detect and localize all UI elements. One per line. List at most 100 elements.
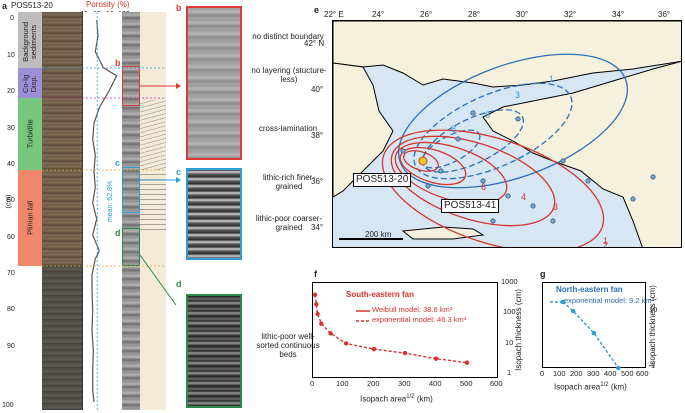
lat-tick: 42° N	[304, 39, 325, 48]
legend-label: Weibull model: 38.6 km³	[372, 305, 453, 314]
sample-site	[400, 148, 406, 154]
panel-f-xticks: 0 100 200 300 400 500 600	[310, 379, 503, 390]
arrow-c	[176, 177, 181, 183]
se-isopach	[390, 135, 556, 227]
panel-a-letter: a	[2, 1, 8, 11]
sample-site	[438, 168, 444, 174]
lon-tick: 30°	[516, 10, 529, 19]
x-tick: 100	[553, 369, 566, 378]
x-tick: 500	[621, 369, 634, 378]
model-fit-line	[314, 294, 468, 364]
se-isopach-label: 2	[603, 240, 609, 248]
se-isopach-label: 3	[553, 202, 559, 212]
porosity-curve-plot	[91, 12, 118, 410]
unit-turbidite: Turbidite	[18, 98, 42, 170]
x-tick: 400	[604, 369, 617, 378]
mark-d-letter: d	[115, 228, 121, 238]
data-point	[319, 321, 324, 326]
core-name: POS513-20	[11, 1, 53, 10]
panel-f-plot	[312, 282, 498, 378]
porosity-axis-title: Porosity (%)	[86, 0, 130, 9]
depth-tick: 90	[7, 343, 15, 350]
y-tick: 1	[507, 368, 512, 377]
panel-b-letter: b	[176, 3, 182, 13]
x-tick: 300	[398, 379, 411, 388]
panel-d-letter: d	[176, 279, 182, 289]
sample-site	[490, 218, 496, 224]
land-west	[333, 62, 394, 198]
panel-f-yticks: 1000 100 10 1	[501, 278, 525, 382]
x-tick: 300	[587, 369, 600, 378]
data-point	[328, 331, 333, 336]
unit-plinian-fall: Plinian fall	[18, 170, 42, 266]
legend-label: exponential model: 46.3 km³	[372, 315, 467, 324]
sample-site	[650, 174, 656, 180]
ne-isopach-label: 8	[451, 124, 457, 134]
se-isopach	[403, 150, 439, 172]
legend-line-dashed	[550, 301, 562, 303]
porosity-line	[91, 19, 118, 403]
sample-site	[425, 183, 431, 189]
lat-tick: 40°	[311, 85, 324, 94]
data-point	[315, 311, 320, 317]
panel-g-xticks: 0 100 200 300 400 500 600	[540, 369, 652, 380]
legend-label: exponential model: 9.2 km³	[564, 296, 655, 305]
legend-line-solid	[356, 310, 370, 312]
panel-g-plot	[542, 282, 646, 368]
panel-f-letter: f	[314, 269, 317, 279]
y-tick: 10	[505, 338, 514, 347]
panel-c-image	[186, 168, 242, 260]
depth-tick: 0	[10, 15, 14, 22]
connector-d	[139, 254, 177, 306]
guide-lines	[42, 67, 181, 306]
lon-tick: 36°	[658, 10, 671, 19]
lon-tick: 28°	[468, 10, 481, 19]
lon-tick: 24°	[372, 10, 385, 19]
sample-site	[455, 136, 461, 142]
legend-line-dashed	[356, 320, 370, 322]
depth-tick: 30	[7, 125, 15, 132]
panel-f-title: South-eastern fan	[346, 290, 415, 299]
core-label-20: POS513-20	[353, 173, 412, 187]
panel-g-letter: g	[540, 269, 546, 279]
sample-site	[515, 116, 521, 122]
scale-label: 200 km	[365, 230, 392, 239]
data-point	[616, 365, 621, 371]
lat-tick: 34°	[311, 223, 324, 232]
data-point	[591, 330, 597, 336]
panel-d-image	[186, 294, 242, 408]
mark-c-letter: c	[115, 158, 121, 168]
lamination-lines-upper	[140, 100, 166, 170]
model-fit-line	[562, 301, 619, 369]
mark-d-box	[122, 228, 140, 266]
panel-g-title: North-eastern fan	[556, 285, 623, 294]
depth-tick: 100	[2, 402, 14, 409]
depth-tick: 50	[7, 197, 15, 204]
core-label-41: POS513-41	[441, 199, 500, 213]
x-tick: 500	[460, 379, 473, 388]
sample-site	[470, 110, 476, 116]
panel-b-image	[186, 6, 242, 160]
land-crete	[401, 226, 485, 240]
x-tick: 600	[636, 369, 649, 378]
x-tick: 200	[367, 379, 380, 388]
depth-tick: 10	[7, 52, 15, 59]
data-point	[402, 350, 408, 356]
mark-b-letter: b	[115, 58, 121, 68]
data-point	[464, 360, 470, 365]
data-point	[571, 308, 576, 314]
sample-site	[585, 178, 591, 184]
mark-c-box	[122, 167, 140, 213]
xlabel-sup: 1/2	[406, 394, 415, 400]
se-isopach-label: 6	[481, 182, 487, 192]
panel-c-note-2: lithic-poor coarser-grained	[255, 214, 323, 233]
sample-site	[505, 193, 511, 199]
xray-strip	[122, 12, 140, 410]
depth-tick: 40	[7, 161, 15, 168]
se-isopach	[381, 129, 605, 247]
north-eastern-fan-plot	[560, 299, 621, 371]
data-point	[371, 346, 377, 352]
lon-tick: 34°	[612, 10, 625, 19]
data-point	[314, 302, 319, 307]
lon-tick: 26°	[420, 10, 433, 19]
